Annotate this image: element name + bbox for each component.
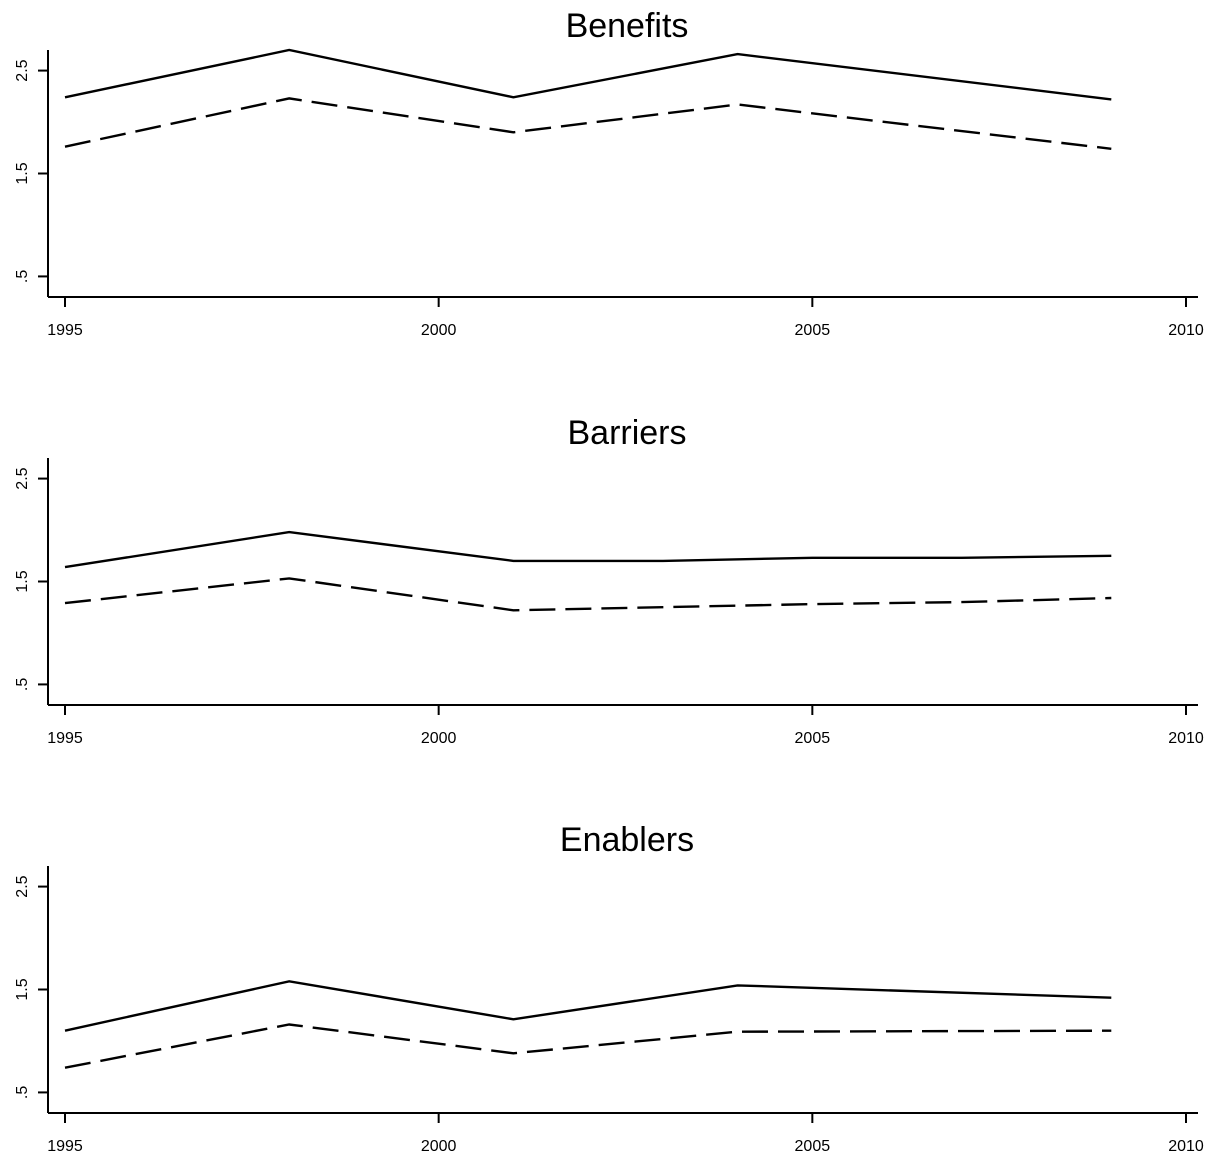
y-tick-label: .5: [14, 1086, 31, 1099]
x-tick-label: 1995: [47, 322, 83, 339]
x-tick-label: 2010: [1168, 1138, 1204, 1155]
chart-panel-1: Barriers 1995 2000 2005 2010 .5 1.5 2.5: [14, 414, 1204, 747]
x-tick-label: 2010: [1168, 322, 1204, 339]
series-line-solid: [64, 48, 1112, 101]
series-line-dashed: [64, 1023, 1112, 1069]
x-tick-label: 1995: [47, 730, 83, 747]
series-line-dashed: [64, 97, 1112, 150]
series-line-solid: [64, 530, 1112, 569]
x-tick-label: 2000: [421, 322, 457, 339]
x-tick-label: 2000: [421, 730, 457, 747]
x-tick-label: 2010: [1168, 730, 1204, 747]
y-tick-label: .5: [14, 678, 31, 691]
y-tick-label: .5: [14, 270, 31, 283]
chart-title: Barriers: [567, 414, 686, 452]
chart-panel-0: Benefits 1995 2000 2005 2010 .5 1.5 2.5: [14, 7, 1204, 339]
chart-title: Enablers: [560, 821, 694, 859]
x-tick-label: 2000: [421, 1138, 457, 1155]
x-tick-label: 2005: [795, 730, 831, 747]
y-tick-label: 2.5: [14, 875, 31, 897]
y-tick-label: 2.5: [14, 59, 31, 81]
y-tick-label: 2.5: [14, 467, 31, 489]
x-tick-label: 2005: [795, 322, 831, 339]
series-line-solid: [64, 980, 1112, 1032]
y-tick-label: 1.5: [14, 978, 31, 1000]
chart-panel-2: Enablers 1995 2000 2005 2010 .5 1.5 2.5: [14, 821, 1204, 1155]
series-line-dashed: [64, 577, 1112, 612]
y-tick-label: 1.5: [14, 570, 31, 592]
chart-title: Benefits: [566, 7, 689, 45]
y-tick-label: 1.5: [14, 162, 31, 184]
x-tick-label: 2005: [795, 1138, 831, 1155]
x-tick-label: 1995: [47, 1138, 83, 1155]
